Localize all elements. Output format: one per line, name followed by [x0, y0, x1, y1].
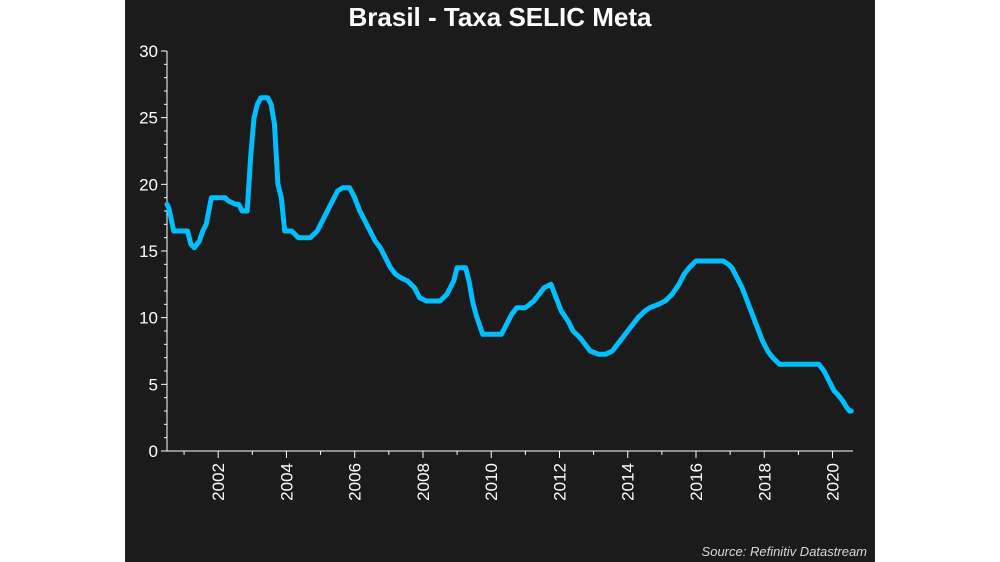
x-tick-label: 2020 [824, 463, 843, 501]
x-tick-label: 2006 [346, 463, 365, 501]
x-tick-label: 2016 [687, 463, 706, 501]
y-tick-label: 15 [139, 242, 158, 261]
x-tick-label: 2002 [209, 463, 228, 501]
x-tick-label: 2010 [482, 463, 501, 501]
x-tick-label: 2008 [414, 463, 433, 501]
y-tick-label: 5 [149, 375, 158, 394]
x-tick-label: 2004 [277, 463, 296, 501]
y-tick-label: 10 [139, 309, 158, 328]
chart-panel: Brasil - Taxa SELIC Meta 0 5 10 15 20 25 30 200… [125, 0, 875, 562]
y-tick-label: 0 [149, 442, 158, 461]
x-tick-label: 2018 [755, 463, 774, 501]
x-tick-label: 2012 [550, 463, 569, 501]
source-note: Source: Refinitiv Datastream [701, 544, 867, 559]
y-tick-label: 20 [139, 175, 158, 194]
y-tick-label: 25 [139, 109, 158, 128]
series-line-0 [164, 95, 854, 414]
y-tick-label: 30 [139, 42, 158, 61]
chart-title: Brasil - Taxa SELIC Meta [348, 2, 652, 32]
x-tick-label: 2014 [619, 463, 638, 501]
line-chart: 0 5 10 15 20 25 30 2002 2004 2006 2008 2010 2012 2014… [139, 42, 854, 501]
